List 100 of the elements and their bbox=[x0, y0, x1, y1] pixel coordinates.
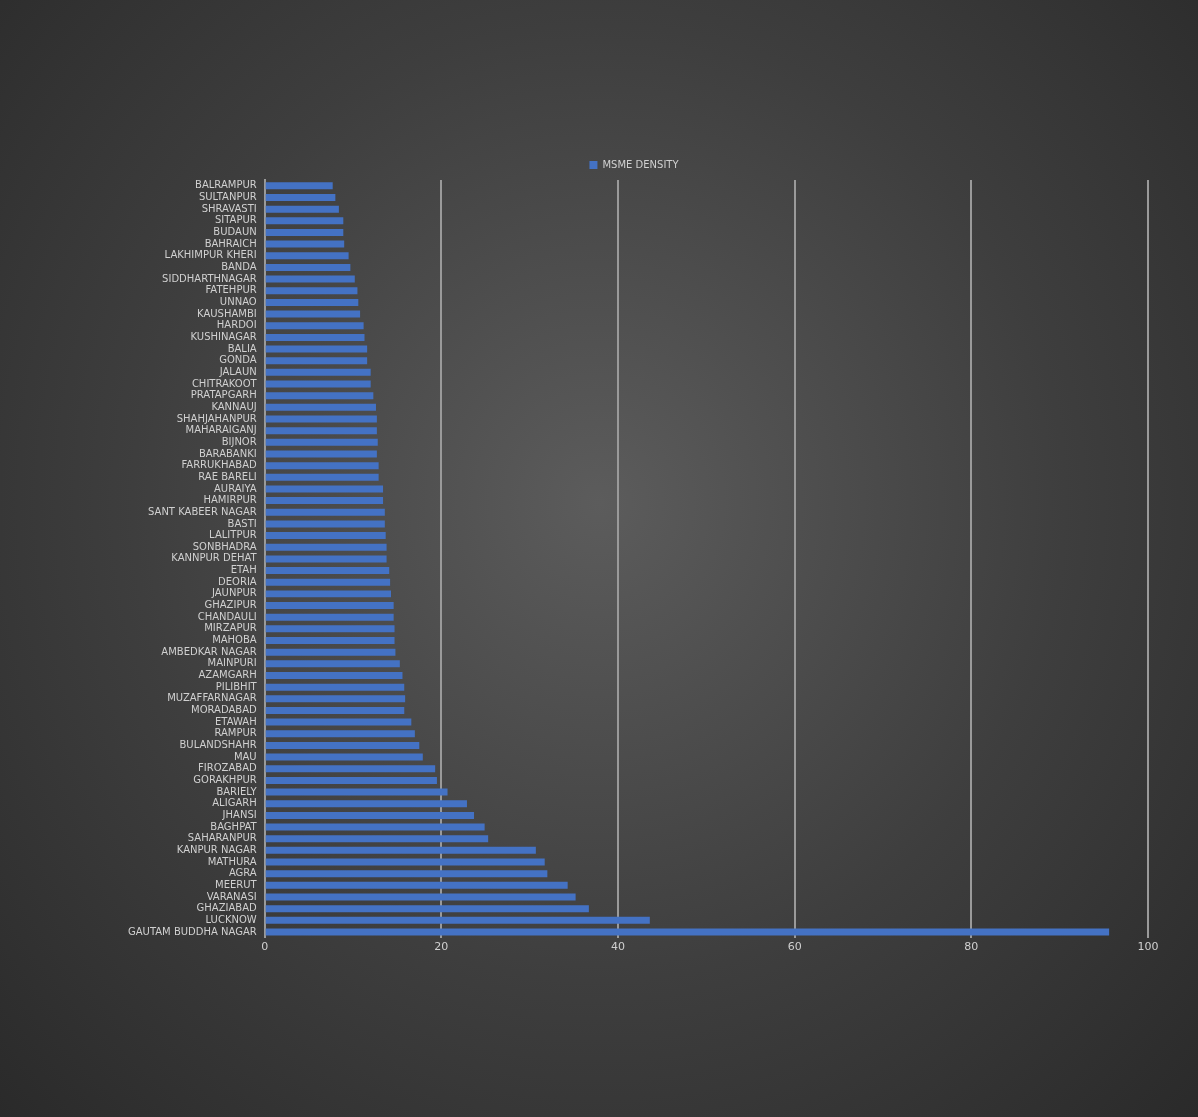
y-tick-label: UNNAO bbox=[219, 296, 257, 308]
bar bbox=[265, 205, 339, 213]
bar bbox=[265, 625, 395, 633]
bar bbox=[265, 800, 467, 808]
bar bbox=[265, 252, 349, 260]
y-tick-label: BARABANKI bbox=[198, 447, 257, 459]
y-tick-label: BAGHPAT bbox=[210, 820, 258, 832]
bar bbox=[265, 403, 376, 411]
y-tick-label: BALRAMPUR bbox=[195, 179, 257, 191]
bar bbox=[265, 532, 386, 540]
y-tick-label: GONDA bbox=[219, 354, 257, 366]
bar bbox=[265, 928, 1110, 936]
bar bbox=[265, 846, 536, 854]
y-tick-label: KAUSHAMBI bbox=[197, 307, 257, 319]
y-tick-label: MAU bbox=[233, 750, 257, 762]
y-tick-label: MORADABAD bbox=[191, 704, 257, 716]
y-tick-label: ETAWAH bbox=[215, 715, 257, 727]
y-tick-label: JALAUN bbox=[218, 365, 257, 377]
y-tick-label: PILIBHIT bbox=[215, 680, 258, 692]
bar bbox=[265, 765, 436, 773]
y-tick-label: FARRUKHABAD bbox=[181, 459, 257, 471]
bar bbox=[265, 217, 344, 225]
y-tick-label: GHAZIABAD bbox=[196, 902, 257, 914]
bar bbox=[265, 497, 384, 505]
y-tick-label: KANNPUR DEHAT bbox=[171, 552, 258, 564]
y-tick-label: BASTI bbox=[227, 517, 257, 529]
y-tick-label: KANNAUJ bbox=[211, 400, 257, 412]
y-tick-label: MUZAFFARNAGAR bbox=[167, 692, 257, 704]
bar bbox=[265, 357, 368, 365]
bar bbox=[265, 485, 384, 493]
y-tick-label: AURAIYA bbox=[214, 482, 257, 494]
bar bbox=[265, 555, 387, 563]
bar bbox=[265, 683, 405, 691]
y-tick-label: GAUTAM BUDDHA NAGAR bbox=[127, 925, 257, 937]
y-tick-label: BARIELY bbox=[216, 785, 258, 797]
bar bbox=[265, 893, 576, 901]
bar bbox=[265, 870, 548, 878]
y-tick-label: BALIA bbox=[227, 342, 257, 354]
y-tick-label: BULANDSHAHR bbox=[179, 739, 257, 751]
legend-label: MSME DENSITY bbox=[602, 158, 680, 170]
bar bbox=[265, 462, 379, 470]
bar bbox=[265, 263, 351, 271]
y-tick-label: PRATAPGARH bbox=[190, 389, 257, 401]
bar bbox=[265, 287, 358, 295]
bar bbox=[265, 345, 368, 353]
x-tick-label: 20 bbox=[434, 940, 449, 954]
y-tick-label: KANPUR NAGAR bbox=[176, 843, 257, 855]
y-tick-label: FATEHPUR bbox=[205, 284, 257, 296]
bar bbox=[265, 182, 333, 190]
bar bbox=[265, 193, 336, 201]
bar bbox=[265, 811, 475, 819]
y-tick-label: AZAMGARH bbox=[198, 669, 257, 681]
bar bbox=[265, 275, 355, 283]
x-tick-label: 40 bbox=[611, 940, 626, 954]
bar bbox=[265, 741, 420, 749]
bar bbox=[265, 835, 489, 843]
y-tick-label: BANDA bbox=[221, 261, 257, 273]
y-tick-label: LUCKNOW bbox=[205, 913, 257, 925]
bar bbox=[265, 368, 371, 376]
y-tick-label: SIDDHARTHNAGAR bbox=[162, 272, 257, 284]
bar bbox=[265, 543, 387, 551]
y-tick-label: AMBEDKAR NAGAR bbox=[161, 645, 257, 657]
y-tick-label: MAHOBA bbox=[212, 634, 257, 646]
bar bbox=[265, 310, 361, 318]
x-tick-label: 60 bbox=[787, 940, 802, 954]
bar bbox=[265, 706, 405, 714]
y-tick-label: HARDOI bbox=[216, 319, 257, 331]
y-tick-label: MEERUT bbox=[215, 878, 258, 890]
bar bbox=[265, 473, 379, 481]
bar bbox=[265, 916, 650, 924]
y-tick-label: HAMIRPUR bbox=[203, 494, 257, 506]
y-tick-label: MATHURA bbox=[207, 855, 257, 867]
bar bbox=[265, 567, 390, 575]
y-tick-label: ETAH bbox=[230, 564, 257, 576]
x-tick-label: 100 bbox=[1137, 940, 1159, 954]
bar bbox=[265, 427, 377, 435]
y-tick-label: MAINPURI bbox=[207, 657, 257, 669]
y-tick-label: BIJNOR bbox=[221, 435, 257, 447]
bar bbox=[265, 578, 391, 586]
bar bbox=[265, 858, 545, 866]
bar bbox=[265, 520, 385, 528]
bar bbox=[265, 613, 394, 621]
bar bbox=[265, 753, 423, 761]
bar bbox=[265, 671, 403, 679]
bar bbox=[265, 450, 377, 458]
bar bbox=[265, 298, 359, 306]
y-tick-label: CHANDAULI bbox=[197, 610, 257, 622]
bar bbox=[265, 881, 568, 889]
y-tick-label: VARANASI bbox=[206, 890, 257, 902]
x-tick-label: 80 bbox=[964, 940, 979, 954]
y-tick-label: LALITPUR bbox=[209, 529, 257, 541]
y-tick-label: MAHARAIGANJ bbox=[185, 424, 257, 436]
y-tick-label: SHAHJAHANPUR bbox=[176, 412, 257, 424]
y-tick-label: BAHRAICH bbox=[204, 237, 257, 249]
y-tick-label: RAE BARELI bbox=[198, 470, 257, 482]
bar bbox=[265, 660, 400, 668]
bar bbox=[265, 322, 364, 330]
y-tick-label: CHITRAKOOT bbox=[191, 377, 258, 389]
bar bbox=[265, 508, 385, 516]
bar bbox=[265, 590, 392, 598]
